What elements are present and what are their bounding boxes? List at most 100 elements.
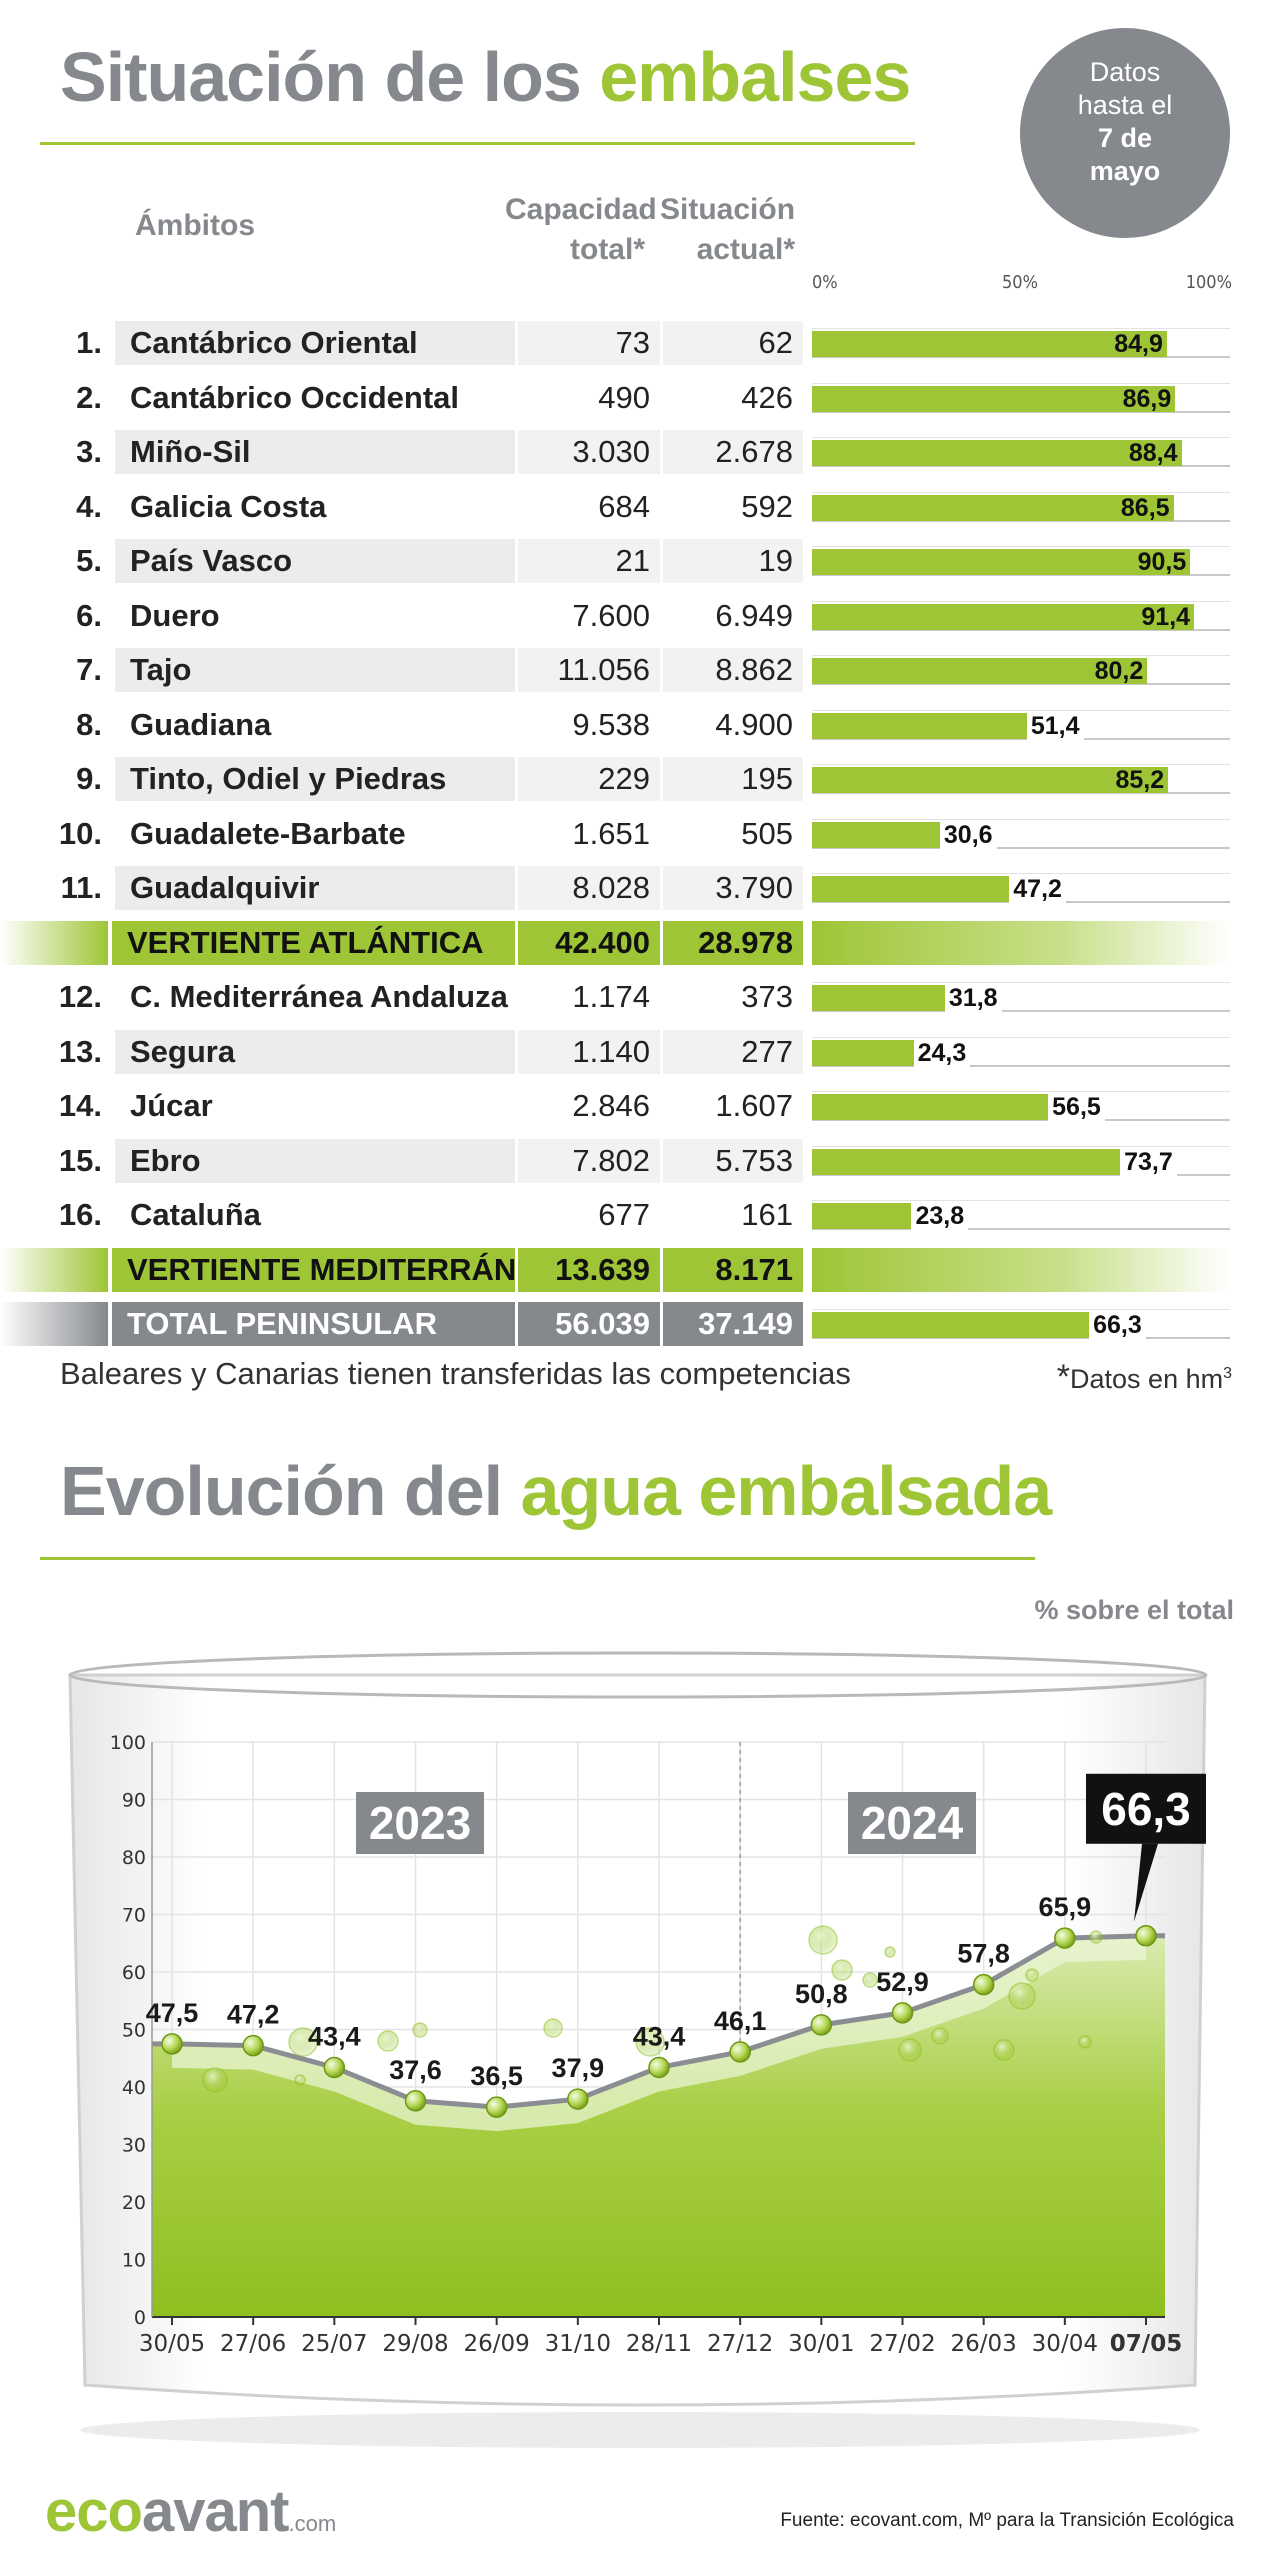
bubble [931, 2027, 949, 2045]
row-number [0, 1302, 108, 1346]
row-number: 1. [76, 325, 102, 360]
bar-value: 80,2 [1094, 657, 1144, 685]
table-row: 12. C. Mediterránea Andaluza 1.174 373 31,8 [0, 972, 1280, 1027]
table-row: 10. Guadalete-Barbate 1.651 505 30,6 [0, 809, 1280, 864]
bubble [831, 1959, 853, 1981]
row-capacidad: 7.600 [518, 593, 660, 638]
row-number: 6. [76, 597, 102, 633]
y-tick-label: 80 [122, 1847, 146, 1869]
bar-value: 91,4 [1141, 602, 1191, 631]
bubble [884, 1946, 896, 1958]
table-row: 9. Tinto, Odiel y Piedras 229 195 85,2 [0, 754, 1280, 809]
table-row: 13. Segura 1.140 277 24,3 [0, 1027, 1280, 1082]
data-label: 37,6 [389, 2055, 442, 2085]
bar-track: 24,3 [812, 1036, 1230, 1068]
bar-track: 56,5 [812, 1091, 1230, 1122]
row-name: VERTIENTE MEDITERRÁNEA [112, 1247, 559, 1292]
main-title-part2: embalses [599, 38, 911, 116]
source-note: Fuente: ecovant.com, Mº para la Transici… [780, 2510, 1234, 2531]
bar-fill [812, 440, 1182, 466]
x-tick-label: 31/10 [545, 2331, 611, 2357]
x-tick-label: 27/02 [869, 2331, 935, 2357]
row-capacidad: 21 [518, 539, 660, 583]
bubble [898, 2038, 922, 2062]
badge-line3: 7 de [1097, 123, 1153, 153]
row-name: Cataluña [115, 1193, 515, 1237]
row-name: Tajo [115, 648, 515, 692]
ecoavant-logo: ecoavant.com [45, 2478, 336, 2545]
row-capacidad: 1.174 [518, 975, 660, 1019]
x-tick-label: 07/05 [1110, 2331, 1182, 2357]
data-label: 50,8 [795, 1979, 848, 2009]
bar-fill [812, 603, 1195, 630]
row-capacidad: 3.030 [518, 430, 660, 474]
data-point [404, 2090, 427, 2112]
bar-value: 24,3 [913, 1037, 971, 1068]
row-situacion: 8.862 [663, 648, 803, 692]
year-label-bg [356, 1792, 484, 1854]
row-number: 4. [76, 488, 102, 524]
data-label: 43,4 [633, 2021, 686, 2051]
bar-track: 51,4 [812, 709, 1230, 741]
data-label: 47,2 [227, 2000, 280, 2030]
bar-value: 88,4 [1128, 439, 1178, 467]
row-name: TOTAL PENINSULAR [112, 1302, 515, 1346]
row-number [0, 1247, 108, 1292]
data-point [323, 2056, 346, 2079]
bar-value: 84,9 [1114, 330, 1163, 358]
bubble [993, 2039, 1015, 2061]
bar-value: 23,8 [911, 1201, 969, 1231]
row-capacidad: 490 [518, 375, 660, 420]
x-tick-label: 25/07 [301, 2331, 367, 2357]
bar-fill [812, 876, 1010, 902]
row-name: Segura [115, 1029, 515, 1074]
x-tick-label: 26/03 [951, 2331, 1017, 2357]
col-capacidad-line2: total* [570, 233, 645, 266]
row-situacion: 4.900 [663, 702, 803, 747]
row-name: Galicia Costa [115, 484, 515, 529]
x-tick-label: 30/05 [139, 2331, 205, 2357]
main-title: Situación de los embalses [60, 42, 911, 112]
row-number [0, 920, 108, 965]
row-capacidad: 13.639 [518, 1247, 660, 1292]
bar-value: 31,8 [944, 983, 1002, 1013]
table-row: 11. Guadalquivir 8.028 3.790 47,2 [0, 863, 1280, 918]
bar-value: 51,4 [1026, 710, 1084, 741]
row-number: 8. [76, 706, 102, 742]
y-tick-label: 30 [122, 2135, 146, 2157]
x-tick-label: 28/11 [626, 2331, 692, 2357]
bar-track: 66,3 [812, 1309, 1230, 1340]
bar-track: 23,8 [812, 1200, 1230, 1231]
bar-track: 84,9 [812, 328, 1230, 358]
row-capacidad: 11.056 [518, 648, 660, 692]
date-badge: Datos hasta el 7 de mayo [1020, 28, 1230, 238]
row-name: Guadalete-Barbate [115, 811, 515, 856]
col-situacion: Situación actual* [660, 190, 795, 270]
bar-value: 66,3 [1089, 1310, 1146, 1340]
table-row: 16. Cataluña 677 161 23,8 [0, 1190, 1280, 1245]
row-situacion: 277 [663, 1029, 803, 1074]
area-highlight [172, 1937, 1146, 2132]
note-units-text: Datos en hm [1070, 1364, 1224, 1394]
table-row: 3. Miño-Sil 3.030 2.678 88,4 [0, 427, 1280, 482]
y-tick-label: 70 [122, 1905, 146, 1927]
bar-value: 90,5 [1137, 548, 1187, 576]
bar-fill [812, 549, 1191, 575]
row-capacidad: 229 [518, 757, 660, 801]
y-tick-label: 100 [110, 1732, 146, 1754]
logo-dom: .com [288, 2511, 337, 2536]
bar-fill [812, 985, 945, 1011]
row-capacidad: 677 [518, 1193, 660, 1237]
y-tick-label: 0 [134, 2307, 146, 2329]
table-row: 1. Cantábrico Oriental 73 62 84,9 [0, 318, 1280, 373]
bar-track: 90,5 [812, 546, 1230, 576]
bubble [808, 1925, 838, 1955]
data-label: 57,8 [957, 1939, 1010, 1969]
row-number: 9. [76, 761, 102, 796]
note-star: * [1056, 1358, 1071, 1396]
logo-eco: eco [45, 2479, 143, 2544]
row-number: 11. [60, 870, 102, 905]
row-name: Tinto, Odiel y Piedras [115, 757, 515, 801]
main-title-rule [40, 142, 915, 145]
row-number: 2. [76, 379, 102, 415]
